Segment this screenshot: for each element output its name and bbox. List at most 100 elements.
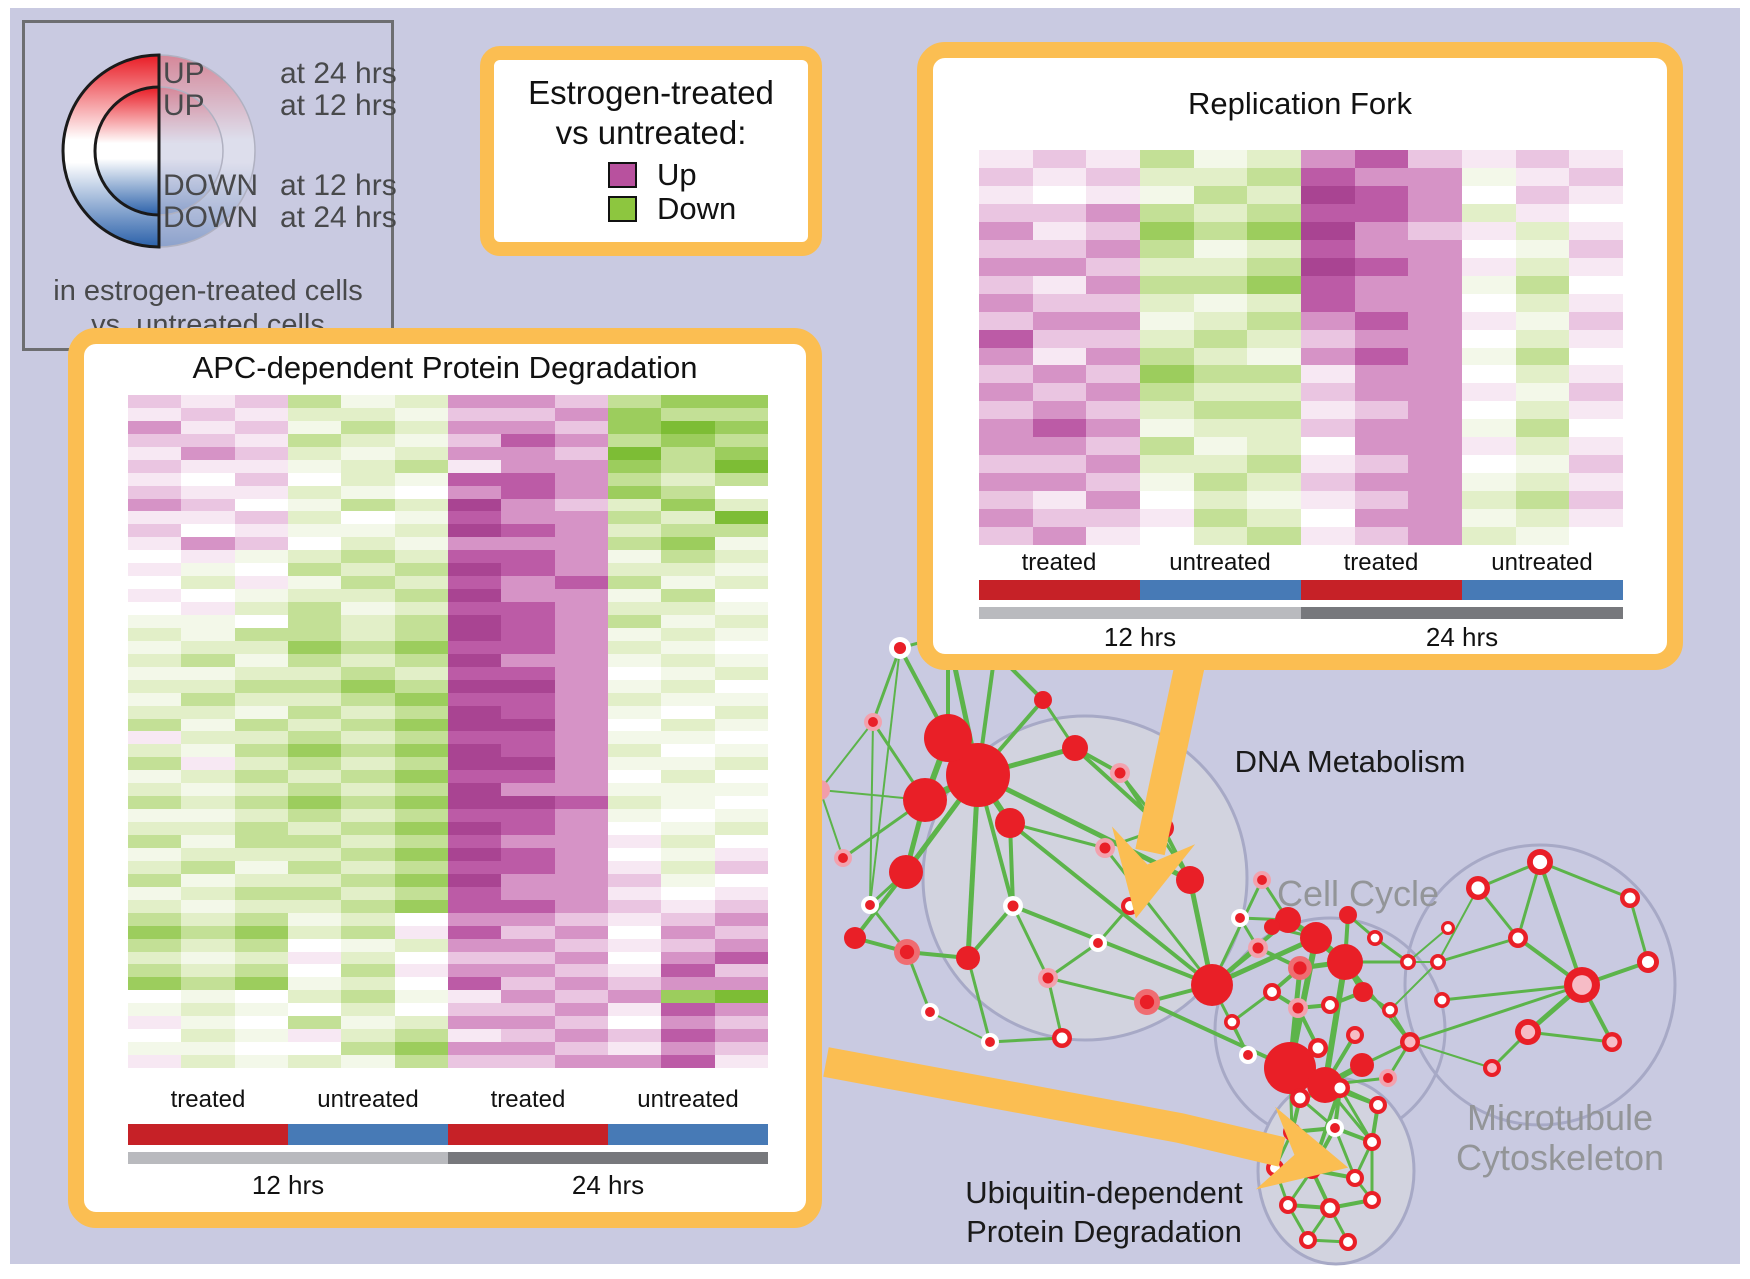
heatmap-cell — [714, 1003, 768, 1017]
heatmap-cell — [1140, 347, 1194, 366]
heatmap-cell — [234, 1016, 288, 1030]
heatmap-cell — [1301, 275, 1355, 294]
network-edge — [1527, 1030, 1613, 1044]
heatmap-cell — [714, 951, 768, 965]
heatmap-cell — [554, 835, 608, 848]
heatmap-cell — [181, 407, 235, 421]
heatmap-cell — [234, 860, 288, 874]
heatmap-cell — [607, 1029, 662, 1043]
heatmap-cell — [287, 899, 342, 913]
network-node-core — [1099, 842, 1111, 854]
heatmap-cell — [341, 899, 395, 913]
heatmap-cell — [1462, 401, 1516, 420]
heatmap-cell — [1140, 239, 1194, 258]
heatmap-cell — [661, 1029, 715, 1043]
heatmap-cell — [607, 809, 662, 823]
heatmap-cell — [714, 1042, 768, 1056]
heatmap-cell — [1462, 275, 1516, 294]
heatmap-cell — [341, 809, 395, 823]
heatmap-cell — [447, 472, 502, 486]
heatmap-cell — [714, 860, 768, 874]
heatmap-cell — [1247, 437, 1301, 456]
heatmap-cell — [287, 873, 342, 887]
network-edge — [1009, 821, 1106, 850]
heatmap-cell — [287, 757, 342, 771]
heatmap-cell — [607, 744, 662, 758]
heatmap-cell — [554, 550, 608, 564]
heatmap-cell — [554, 783, 608, 797]
heatmap-cell — [447, 537, 502, 551]
heatmap-cell — [607, 420, 662, 434]
legend-up-outer: UP — [163, 57, 205, 90]
heatmap-cell — [1032, 185, 1087, 204]
heatmap-cell — [1515, 365, 1570, 384]
legend-down-outer: DOWN — [163, 201, 258, 234]
network-node-core — [1373, 1100, 1383, 1110]
heatmap-cell — [1569, 150, 1623, 168]
heatmap-cell — [234, 951, 288, 965]
heatmap-cell — [394, 472, 448, 486]
heatmap-cell — [607, 731, 662, 745]
heatmap-cell — [287, 563, 342, 577]
heatmap-cell — [1247, 491, 1301, 510]
heatmap-cell — [607, 627, 662, 641]
heatmap-cell — [554, 653, 608, 667]
heatmap-cell — [661, 731, 715, 745]
heatmap-cell — [341, 886, 395, 900]
heatmap-cell — [287, 653, 342, 667]
heatmap-cell — [554, 744, 608, 758]
heatmap-cell — [181, 938, 235, 952]
apc-group-label-4: untreated — [637, 1086, 739, 1113]
rf-treatment-bar — [979, 580, 1623, 600]
heatmap-cell — [1354, 293, 1409, 312]
heatmap-cell — [1193, 455, 1248, 474]
heatmap-cell — [554, 524, 608, 538]
heatmap-cell — [501, 899, 555, 913]
heatmap-cell — [341, 498, 395, 512]
heatmap-cell — [1515, 347, 1570, 366]
heatmap-cell — [1247, 329, 1301, 348]
heatmap-cell — [128, 718, 182, 732]
heatmap-cell — [1032, 419, 1087, 438]
heatmap-cell — [128, 1042, 182, 1056]
heatmap-cell — [607, 912, 662, 926]
heatmap-cell — [554, 822, 608, 836]
heatmap-cell — [1086, 275, 1140, 294]
heatmap-cell — [128, 873, 182, 887]
heatmap-cell — [607, 407, 662, 421]
heatmap-cell — [287, 977, 342, 991]
heatmap-cell — [128, 964, 182, 978]
network-node-core — [1243, 1050, 1253, 1060]
heatmap-cell — [341, 485, 395, 499]
heatmap-cell — [501, 873, 555, 887]
heatmap-cell — [554, 692, 608, 706]
heatmap-cell — [1408, 509, 1462, 528]
heatmap-cell — [1193, 329, 1248, 348]
heatmap-cell — [1354, 203, 1409, 222]
heatmap-cell — [128, 744, 182, 758]
network-edge — [1338, 1087, 1374, 1143]
heatmap-cell — [394, 731, 448, 745]
heatmap-cell — [1354, 257, 1409, 276]
network-node-core — [893, 641, 907, 655]
heatmap-cell — [607, 1055, 662, 1068]
color-key-legend: Estrogen-treated vs untreated: Up Down — [480, 46, 822, 256]
heatmap-cell — [341, 576, 395, 590]
heatmap-cell — [554, 938, 608, 952]
heatmap-cell — [234, 576, 288, 590]
apc-treatment-bar — [128, 1124, 768, 1145]
heatmap-cell — [234, 796, 288, 810]
heatmap-cell — [979, 185, 1033, 204]
network-node-core — [1293, 961, 1307, 975]
heatmap-cell — [341, 757, 395, 771]
bar-segment — [128, 1124, 288, 1145]
heatmap-cell — [341, 977, 395, 991]
heatmap-cell — [607, 899, 662, 913]
heatmap-cell — [394, 537, 448, 551]
network-node-core — [1007, 900, 1019, 912]
heatmap-cell — [341, 666, 395, 680]
heatmap-cell — [1301, 509, 1355, 528]
heatmap-cell — [341, 550, 395, 564]
network-node-core — [1252, 942, 1264, 954]
heatmap-cell — [1408, 401, 1462, 420]
